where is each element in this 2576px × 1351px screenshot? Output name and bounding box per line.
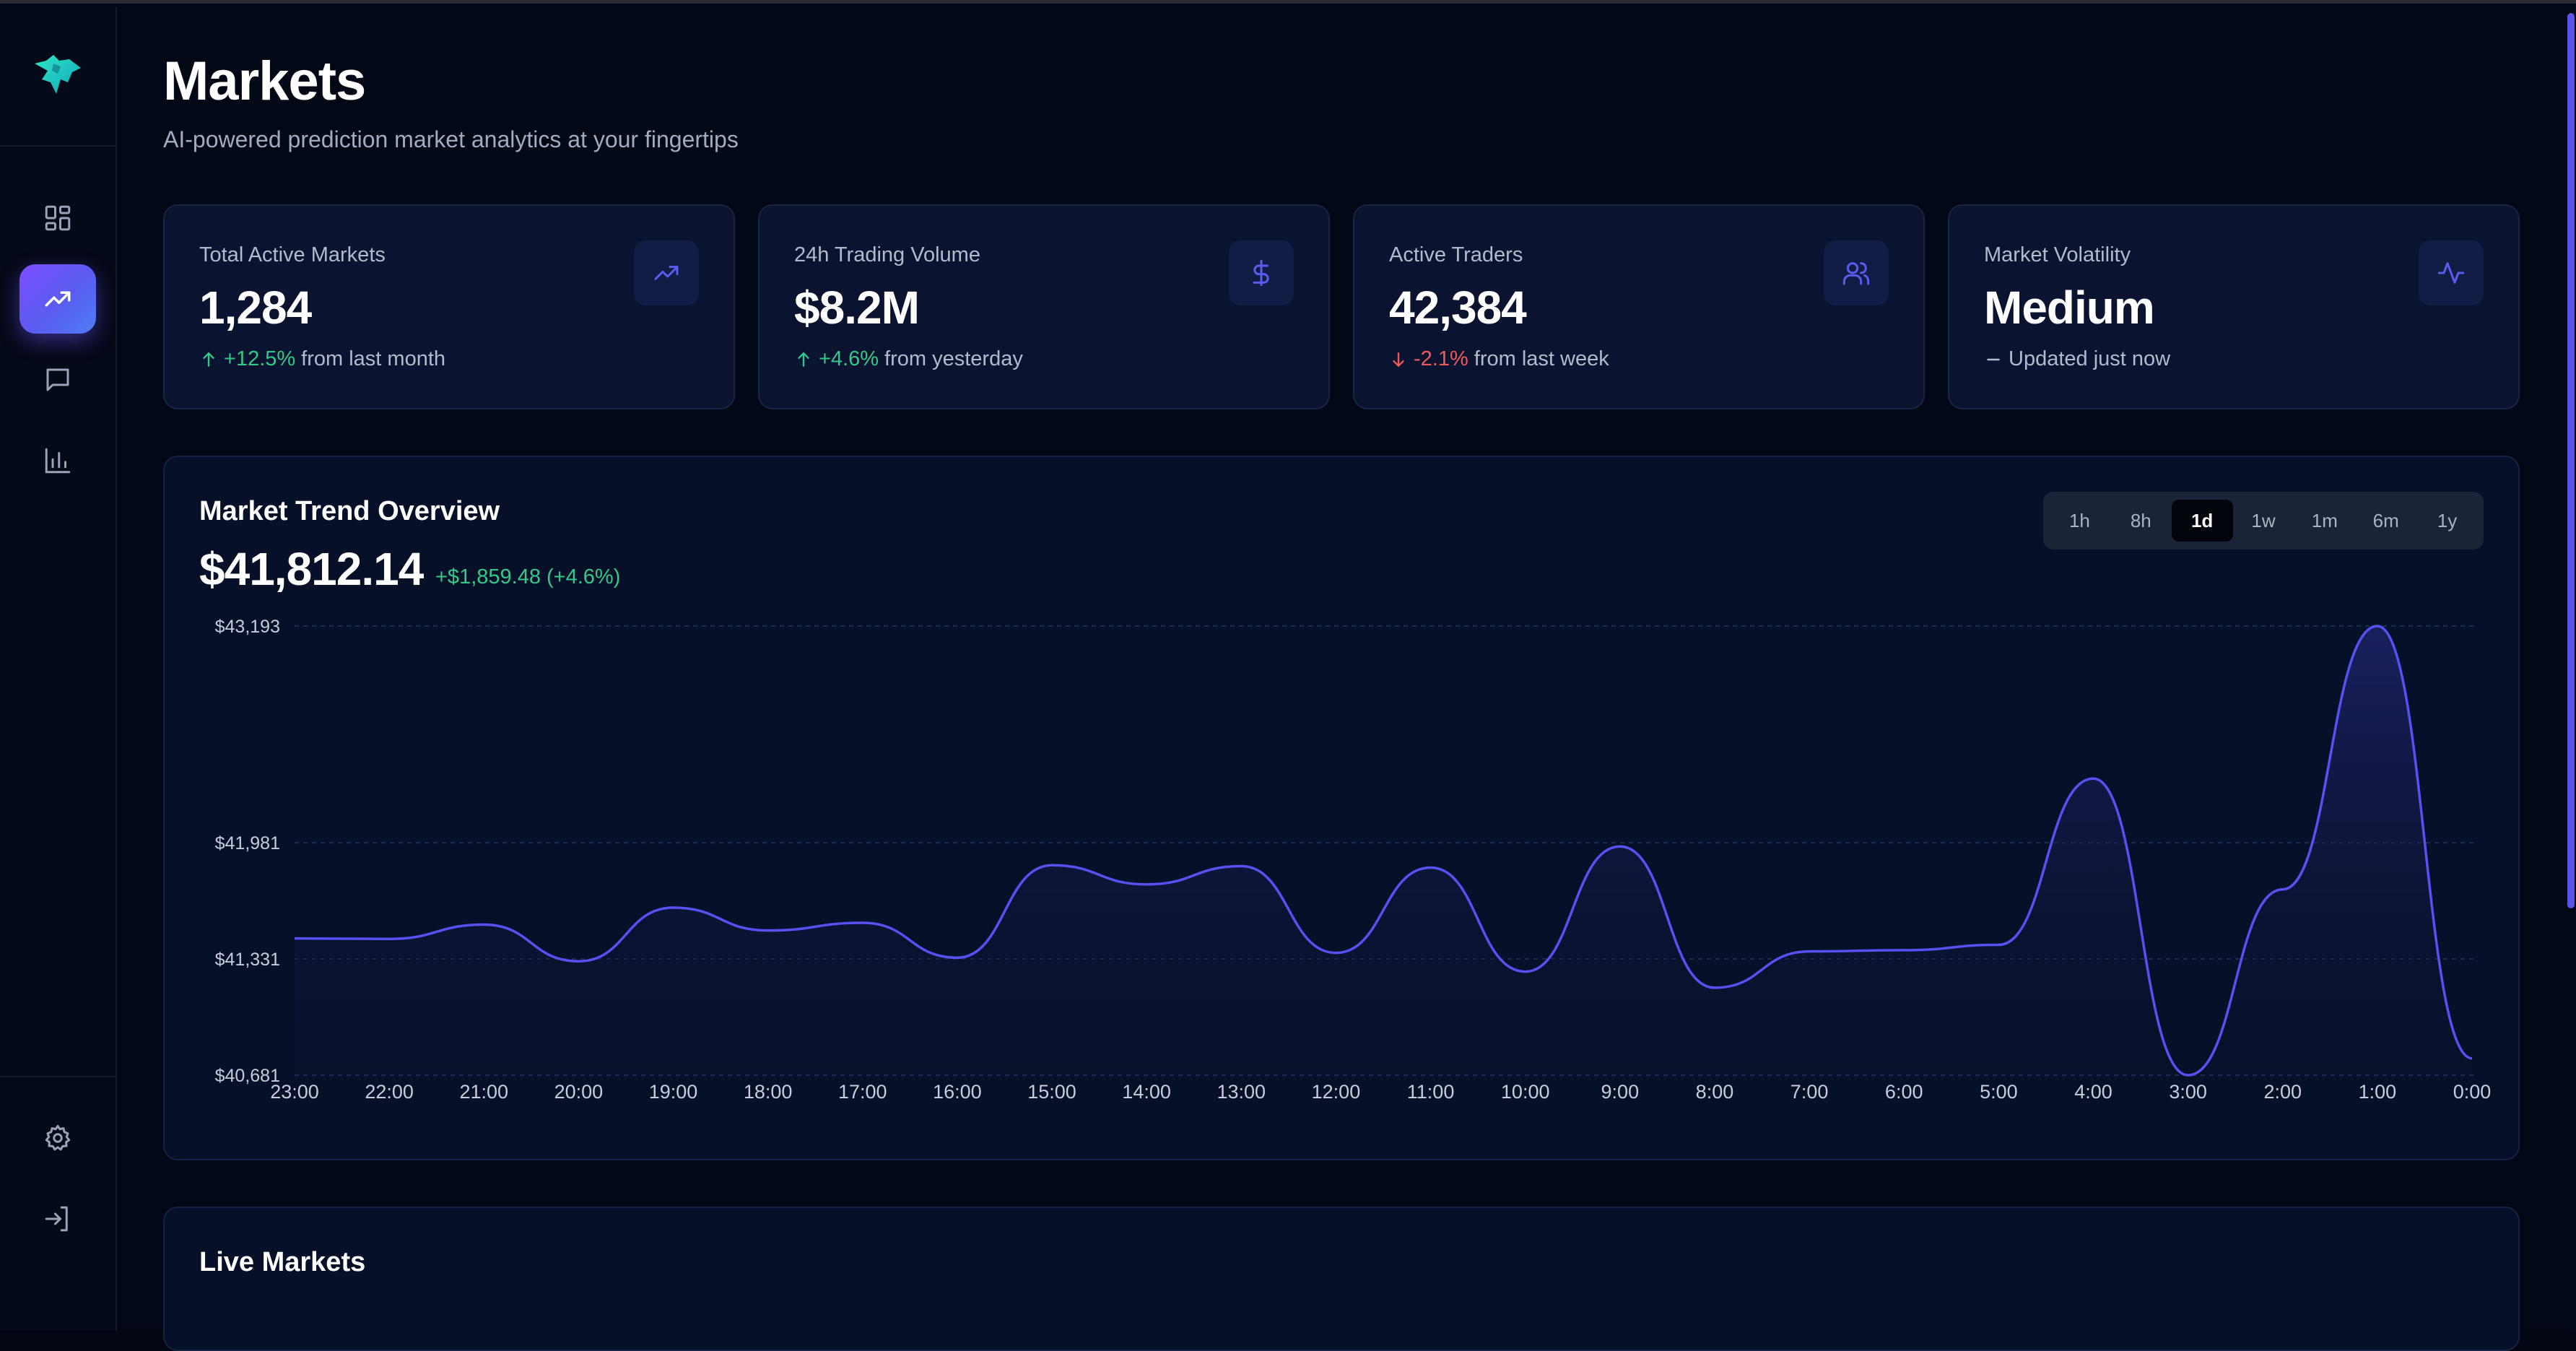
x-tick-label: 8:00 [1696,1081,1734,1103]
x-tick-label: 9:00 [1601,1081,1640,1103]
stat-change-note: Updated just now [2009,347,2170,371]
arrow-down-icon [1389,350,1408,369]
x-tick-label: 18:00 [744,1081,793,1103]
y-tick-label: $41,981 [215,833,280,853]
stat-card-trading-volume: 24h Trading Volume $8.2M +4.6% from yest… [758,204,1330,409]
range-6m[interactable]: 6m [2355,500,2416,542]
stat-value: $8.2M [794,281,919,334]
page-subtitle: AI-powered prediction market analytics a… [163,126,739,153]
panel-title: Live Markets [199,1247,365,1278]
sidebar-item-analytics[interactable] [19,426,96,495]
bar-chart-icon [43,446,73,476]
panel-title: Market Trend Overview [199,496,500,527]
sidebar-item-markets[interactable] [19,264,96,334]
stat-change: -2.1% from last week [1389,347,1609,371]
sidebar-item-settings[interactable] [19,1103,96,1173]
x-tick-label: 20:00 [554,1081,604,1103]
stat-value: Medium [1984,281,2154,334]
gear-icon [43,1123,73,1153]
dollar-icon [1247,259,1276,287]
users-icon [1842,259,1871,287]
x-tick-label: 17:00 [838,1081,887,1103]
x-tick-label: 7:00 [1790,1081,1829,1103]
grid-icon [43,203,73,233]
x-tick-label: 23:00 [270,1081,319,1103]
stat-icon-box [1229,240,1294,305]
stat-change: +12.5% from last month [199,347,445,371]
x-tick-label: 14:00 [1122,1081,1171,1103]
chart-area-fill [295,626,2472,1075]
stat-icon-box [1824,240,1889,305]
stat-change-percent: +4.6% [819,347,879,371]
stat-icon-box [2419,240,2484,305]
stat-label: Total Active Markets [199,243,386,267]
stat-card-volatility: Market Volatility Medium Updated just no… [1948,204,2520,409]
stat-label: Market Volatility [1984,243,2131,267]
x-tick-label: 0:00 [2453,1081,2492,1103]
sidebar-item-logout[interactable] [19,1184,96,1254]
stat-icon-box [634,240,699,305]
live-markets-panel: Live Markets [163,1207,2520,1351]
log-in-icon [43,1204,73,1234]
scrollbar-thumb[interactable] [2567,13,2575,908]
sidebar-item-dashboard[interactable] [19,183,96,253]
stat-change: Updated just now [1984,347,2170,371]
stat-value: 42,384 [1389,281,1526,334]
range-1m[interactable]: 1m [2294,500,2355,542]
logo-icon [32,53,84,100]
stat-label: 24h Trading Volume [794,243,980,267]
x-tick-label: 19:00 [649,1081,698,1103]
x-tick-label: 10:00 [1501,1081,1550,1103]
x-tick-label: 13:00 [1217,1081,1266,1103]
stat-card-active-traders: Active Traders 42,384 -2.1% from last we… [1353,204,1925,409]
stat-change-percent: +12.5% [224,347,295,371]
logo[interactable] [0,7,116,147]
range-1y[interactable]: 1y [2416,500,2478,542]
range-1w[interactable]: 1w [2233,500,2294,542]
stat-change-percent: -2.1% [1414,347,1468,371]
sidebar-divider [0,1076,116,1077]
page-title: Markets [163,50,365,113]
x-tick-label: 22:00 [365,1081,414,1103]
x-tick-label: 21:00 [459,1081,508,1103]
arrow-up-icon [199,350,218,369]
stat-card-active-markets: Total Active Markets 1,284 +12.5% from l… [163,204,735,409]
stat-label: Active Traders [1389,243,1523,267]
x-tick-label: 2:00 [2263,1081,2302,1103]
x-tick-label: 5:00 [1980,1081,2018,1103]
time-range-selector: 1h 8h 1d 1w 1m 6m 1y [2043,492,2484,549]
x-tick-label: 6:00 [1885,1081,1923,1103]
sidebar [0,7,117,1331]
x-tick-label: 11:00 [1407,1081,1455,1103]
stat-change-note: from last month [301,347,445,371]
y-tick-label: $43,193 [215,617,280,637]
current-price: $41,812.14 [199,542,423,596]
y-tick-label: $41,331 [215,950,280,970]
x-tick-label: 12:00 [1312,1081,1361,1103]
arrow-up-icon [794,350,813,369]
range-1h[interactable]: 1h [2049,500,2110,542]
x-tick-label: 16:00 [933,1081,982,1103]
stat-change-note: from last week [1474,347,1609,371]
x-tick-label: 3:00 [2169,1081,2207,1103]
stat-change-note: from yesterday [884,347,1023,371]
range-1d[interactable]: 1d [2172,500,2233,542]
trending-up-icon [43,284,73,314]
sidebar-item-chat[interactable] [19,345,96,414]
minus-icon [1984,350,2003,369]
stat-change: +4.6% from yesterday [794,347,1023,371]
stat-value: 1,284 [199,281,311,334]
scrollbar[interactable] [2566,7,2576,1331]
price-change: +$1,859.48 (+4.6%) [435,565,620,589]
x-tick-label: 4:00 [2074,1081,2112,1103]
message-icon [43,365,73,395]
x-tick-label: 1:00 [2359,1081,2397,1103]
range-8h[interactable]: 8h [2110,500,2172,542]
trending-up-icon [652,259,681,287]
x-tick-label: 15:00 [1027,1081,1076,1103]
activity-icon [2437,259,2466,287]
